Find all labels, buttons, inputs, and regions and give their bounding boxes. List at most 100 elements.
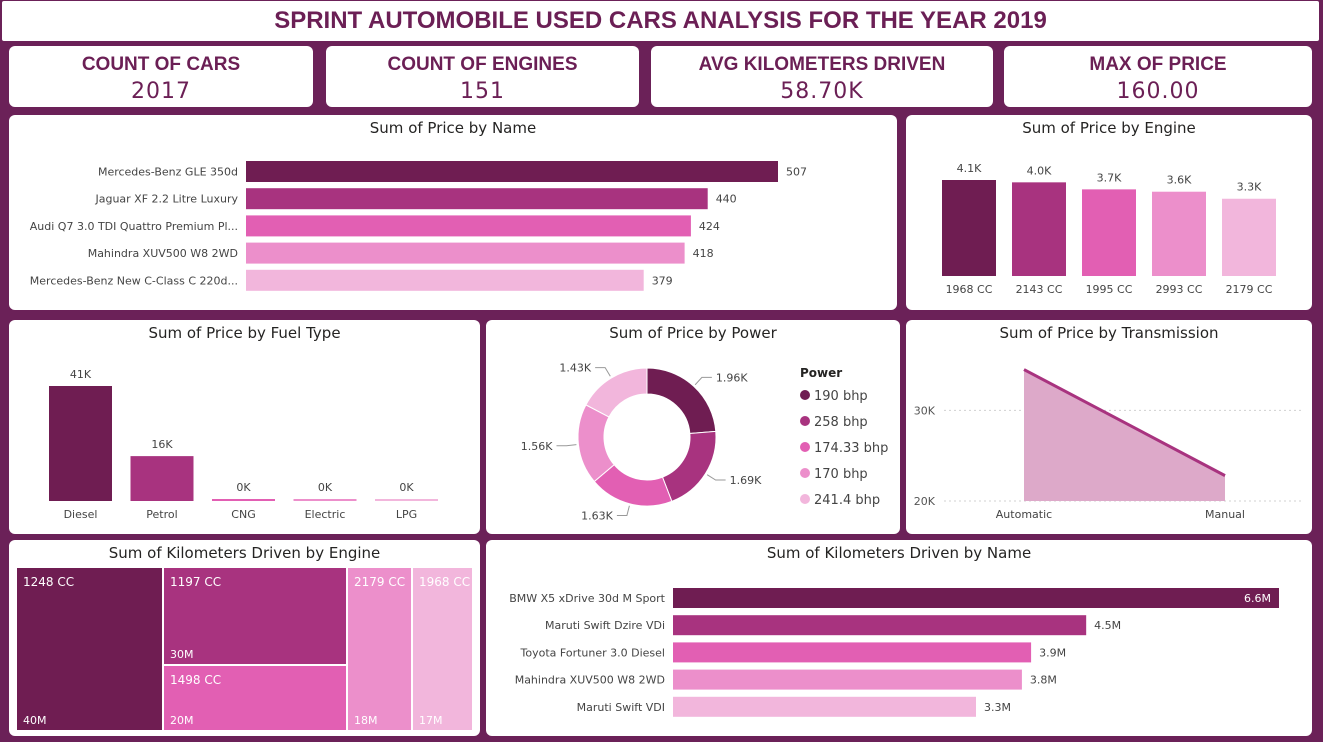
bar <box>130 456 194 501</box>
bar <box>673 588 1279 608</box>
category-label: Audi Q7 3.0 TDI Quattro Premium Pl... <box>30 220 238 233</box>
treemap-cell <box>164 568 346 664</box>
category-label: Mercedes-Benz GLE 350d <box>98 166 238 179</box>
y-tick-label: 20K <box>914 495 936 508</box>
data-label: 379 <box>652 274 673 287</box>
bar <box>673 669 1022 690</box>
category-label: CNG <box>231 508 255 521</box>
panel-price-by-transmission[interactable]: Sum of Price by Transmission 30K 20K Autom… <box>906 320 1312 534</box>
data-label: 41K <box>70 368 92 381</box>
leader-line <box>616 505 630 516</box>
treemap-value-label: 18M <box>354 714 378 727</box>
bar <box>1222 198 1276 276</box>
treemap-value-label: 17M <box>419 714 443 727</box>
x-tick-label: Automatic <box>996 508 1052 521</box>
kpi-label: COUNT OF ENGINES <box>387 54 578 75</box>
panel-km-by-name[interactable]: Sum of Kilometers Driven by Name BMW X5 … <box>486 540 1312 736</box>
panel-price-by-power[interactable]: Sum of Price by Power 1.96K 1.69K 1.63K 1.5… <box>486 320 900 534</box>
dashboard-title: SPRINT AUTOMOBILE USED CARS ANALYSIS FOR… <box>2 1 1319 41</box>
data-label: 507 <box>786 166 807 179</box>
kpi-label: AVG KILOMETERS DRIVEN <box>698 54 946 75</box>
data-label: 1.63K <box>581 509 613 522</box>
category-label: 1968 CC <box>946 283 993 296</box>
category-label: Mercedes-Benz New C-Class C 220d... <box>30 274 238 287</box>
legend-marker <box>800 494 810 504</box>
category-label: 2143 CC <box>1016 283 1063 296</box>
data-label: 4.1K <box>957 162 982 175</box>
category-label: Maruti Swift VDI <box>577 701 665 714</box>
data-label: 1.56K <box>521 440 553 453</box>
data-label: 16K <box>151 438 173 451</box>
kpi-card-count-of-cars[interactable]: COUNT OF CARS 2017 <box>9 46 313 107</box>
kpi-label: MAX OF PRICE <box>1089 54 1227 75</box>
bar <box>942 180 996 276</box>
chart-title: Sum of Price by Power <box>609 324 777 342</box>
chart-title: Sum of Price by Engine <box>1022 119 1196 137</box>
kpi-card-avg-kilometers[interactable]: AVG KILOMETERS DRIVEN 58.70K <box>651 46 993 107</box>
treemap-category-label: 1968 CC <box>419 575 470 589</box>
bar <box>673 696 976 717</box>
bar <box>673 615 1087 636</box>
treemap-value-label: 40M <box>23 714 47 727</box>
chart-title: Sum of Price by Name <box>369 119 537 137</box>
category-label: 2179 CC <box>1226 283 1273 296</box>
data-label: 3.3M <box>984 701 1011 714</box>
bar <box>673 642 1032 663</box>
category-label: Mahindra XUV500 W8 2WD <box>88 247 238 260</box>
series-line <box>1023 368 1226 477</box>
panel-price-by-engine[interactable]: Sum of Price by Engine 4.1K 1968 CC 4.0K 21… <box>906 115 1312 310</box>
bar <box>293 499 357 501</box>
bar <box>246 215 691 237</box>
x-tick-label: Manual <box>1205 508 1245 521</box>
chart-price-by-name: Mercedes-Benz GLE 350d 507 Jaguar XF 2.2 L… <box>30 161 807 291</box>
category-label: Toyota Fortuner 3.0 Diesel <box>520 646 665 659</box>
chart-title: Sum of Kilometers Driven by Engine <box>108 544 381 562</box>
data-label: 440 <box>716 193 737 206</box>
chart-price-by-transmission: 30K 20K Automatic Manual <box>914 368 1302 521</box>
leader-line <box>595 367 611 377</box>
panel-price-by-fuel[interactable]: Sum of Price by Fuel Type 41K Diesel 16K Pe… <box>9 320 480 534</box>
data-label: 3.9M <box>1039 646 1066 659</box>
data-label: 3.7K <box>1097 171 1122 184</box>
kpi-value: 160.00 <box>1116 79 1200 104</box>
data-label: 424 <box>699 220 720 233</box>
legend-marker <box>800 390 810 400</box>
data-label: 0K <box>236 481 251 494</box>
treemap-category-label: 1197 CC <box>170 575 221 589</box>
treemap-category-label: 1498 CC <box>170 673 221 687</box>
legend-marker <box>800 442 810 452</box>
data-label: 1.69K <box>730 474 762 487</box>
treemap-category-label: 1248 CC <box>23 575 74 589</box>
legend-label: 241.4 bhp <box>814 493 880 508</box>
area-fill <box>1024 369 1225 501</box>
bar <box>1082 189 1136 276</box>
category-label: 2993 CC <box>1156 283 1203 296</box>
chart-km-by-engine: 1248 CC 40M 1197 CC 30M 1498 CC 20M 2179 CC 18M… <box>17 568 472 730</box>
bar <box>375 499 438 501</box>
kpi-card-count-of-engines[interactable]: COUNT OF ENGINES 151 <box>326 46 639 107</box>
category-label: Electric <box>305 508 346 521</box>
treemap-cell <box>413 568 472 730</box>
category-label: Mahindra XUV500 W8 2WD <box>515 674 665 687</box>
kpi-value: 151 <box>460 79 505 104</box>
chart-title: Sum of Price by Fuel Type <box>148 324 341 342</box>
panel-price-by-name[interactable]: Sum of Price by Name Mercedes-Benz GLE 3… <box>9 115 897 310</box>
data-label: 6.6M <box>1244 592 1271 605</box>
legend-label: 258 bhp <box>814 415 868 430</box>
data-label: 4.5M <box>1094 619 1121 632</box>
kpi-label: COUNT OF CARS <box>81 54 241 75</box>
data-label: 418 <box>693 247 714 260</box>
data-label: 1.96K <box>716 371 748 384</box>
chart-price-by-fuel: 41K Diesel 16K Petrol 0K CNG 0K Electric 0K LPG <box>49 368 438 521</box>
category-label: 1995 CC <box>1086 283 1133 296</box>
legend-label: 190 bhp <box>814 389 868 404</box>
leader-line <box>706 474 726 481</box>
bar <box>246 161 778 182</box>
legend-label: 174.33 bhp <box>814 441 888 456</box>
panel-km-by-engine[interactable]: Sum of Kilometers Driven by Engine 1248 … <box>9 540 480 736</box>
slice <box>661 430 717 503</box>
kpi-card-max-of-price[interactable]: MAX OF PRICE 160.00 <box>1004 46 1312 107</box>
bar <box>246 269 644 291</box>
category-label: LPG <box>396 508 417 521</box>
chart-price-by-engine: 4.1K 1968 CC 4.0K 2143 CC 3.7K 1995 CC 3.6K 299… <box>942 162 1276 296</box>
